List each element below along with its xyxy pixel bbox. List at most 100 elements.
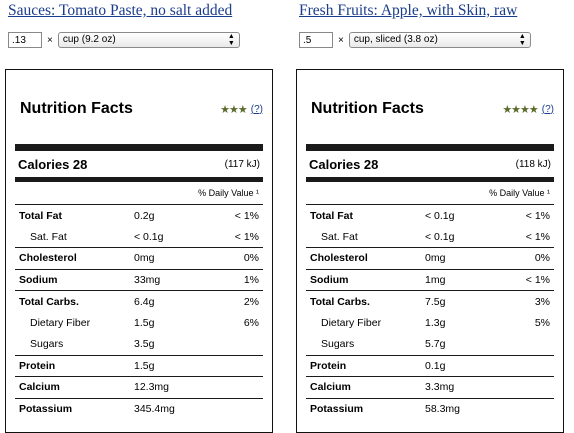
nutrient-row-total-carbs: Total Carbs. 7.5g 3% (306, 291, 554, 313)
nutrient-name: Calcium (19, 381, 60, 394)
rating-help-link[interactable]: (?) (250, 103, 263, 115)
nutrient-name: Cholesterol (310, 252, 368, 265)
nutrient-amount: 1.5g (134, 359, 155, 372)
nutrient-row-sodium: Sodium 1mg < 1% (306, 270, 554, 291)
food-panel-apple: Fresh Fruits: Apple, with Skin, raw .5 ×… (296, 0, 574, 433)
food-title-link[interactable]: Sauces: Tomato Paste, no salt added (8, 2, 233, 19)
nutrient-name: Potassium (19, 403, 73, 416)
nutrient-name: Potassium (310, 403, 364, 416)
nutrient-row-total-fat: Total Fat 0.2g < 1% (15, 205, 263, 227)
nutrient-name: Sodium (19, 273, 58, 286)
nutrient-amount: 5.7g (425, 338, 446, 351)
nutrient-amount: 12.3mg (134, 381, 170, 394)
rating: ★★★ (?) (220, 103, 263, 116)
nutrient-name: Total Fat (19, 209, 62, 222)
nutrition-facts-title: Nutrition Facts (20, 100, 133, 117)
serving-size-select[interactable]: cup (9.2 oz) ▲ ▼ (57, 32, 240, 48)
nutrient-amount: 3.3mg (425, 381, 455, 394)
nutrient-row-calcium: Calcium 3.3mg (306, 377, 554, 399)
select-arrows-icon: ▲ ▼ (227, 33, 235, 47)
nutrient-row-sugars: Sugars 5.7g (306, 334, 554, 356)
nutrient-amount: 6.4g (134, 295, 155, 308)
serving-size-value: cup (9.2 oz) (62, 34, 116, 45)
nutrient-amount: 1.5g (134, 317, 155, 330)
nutrient-dv: 3% (534, 295, 550, 308)
nutrient-row-sugars: Sugars 3.5g (15, 334, 263, 356)
nutrient-name: Protein (19, 359, 56, 372)
nutrient-row-dietary-fiber: Dietary Fiber 1.5g 6% (15, 313, 263, 335)
nutrient-row-protein: Protein 1.5g (15, 356, 263, 377)
rating: ★★★★ (?) (502, 103, 554, 116)
nutrient-amount: 33mg (134, 273, 161, 286)
quantity-input[interactable]: .13 (8, 32, 42, 48)
nutrient-dv: < 1% (525, 209, 550, 222)
nutrient-row-sat-fat: Sat. Fat < 0.1g < 1% (15, 227, 263, 248)
divider-thick (306, 144, 554, 151)
nutrient-amount: 0.1g (425, 359, 446, 372)
nutrient-name: Total Carbs. (310, 295, 370, 308)
nutrition-header: Nutrition Facts ★★★ (?) (15, 70, 263, 144)
nutrient-name: Sugars (321, 338, 355, 351)
nutrient-row-dietary-fiber: Dietary Fiber 1.3g 5% (306, 313, 554, 335)
nutrient-name: Dietary Fiber (321, 317, 382, 330)
food-panel-tomato-paste: Sauces: Tomato Paste, no salt added .13 … (5, 0, 283, 433)
select-arrows-icon: ▲ ▼ (518, 33, 526, 47)
nutrient-dv: 1% (243, 273, 259, 286)
nutrient-amount: 58.3mg (425, 403, 461, 416)
nutrient-name: Protein (310, 359, 347, 372)
nutrient-dv: 5% (534, 317, 550, 330)
nutrient-amount: < 0.1g (425, 209, 455, 222)
nutrient-dv: < 1% (234, 209, 259, 222)
nutrient-row-sat-fat: Sat. Fat < 0.1g < 1% (306, 227, 554, 248)
nutrient-name: Sugars (30, 338, 64, 351)
nutrient-row-total-carbs: Total Carbs. 6.4g 2% (15, 291, 263, 313)
divider-thick (15, 144, 263, 151)
calories-label: Calories 28 (18, 156, 88, 172)
serving-controls: .5 × cup, sliced (3.8 oz) ▲ ▼ (299, 30, 574, 50)
nutrient-row-protein: Protein 0.1g (306, 356, 554, 377)
nutrient-row-potassium: Potassium 58.3mg (306, 399, 554, 421)
nutrient-amount: 3.5g (134, 338, 155, 351)
nutrient-row-potassium: Potassium 345.4mg (15, 399, 263, 421)
nutrition-facts-title: Nutrition Facts (311, 100, 424, 117)
nutrient-name: Dietary Fiber (30, 317, 91, 330)
nutrient-dv: 0% (243, 252, 259, 265)
star-rating-icon: ★★★★ (502, 103, 538, 116)
nutrient-row-cholesterol: Cholesterol 0mg 0% (15, 248, 263, 270)
nutrient-amount: 0.2g (134, 209, 155, 222)
serving-size-select[interactable]: cup, sliced (3.8 oz) ▲ ▼ (348, 32, 531, 48)
nutrient-amount: 7.5g (425, 295, 446, 308)
nutrition-label: Nutrition Facts ★★★ (?) Calories 28 (117… (5, 69, 273, 433)
quantity-input[interactable]: .5 (299, 32, 333, 48)
calories-row: Calories 28 (117 kJ) (15, 151, 263, 182)
rating-help-link[interactable]: (?) (541, 103, 554, 115)
times-sign: × (338, 34, 344, 46)
nutrient-name: Sat. Fat (321, 230, 358, 243)
calories-label: Calories 28 (309, 156, 379, 172)
nutrient-name: Calcium (310, 381, 351, 394)
nutrient-list: Total Fat < 0.1g < 1% Sat. Fat < 0.1g < … (306, 205, 554, 420)
calories-row: Calories 28 (118 kJ) (306, 151, 554, 182)
nutrient-list: Total Fat 0.2g < 1% Sat. Fat < 0.1g < 1%… (15, 205, 263, 420)
nutrient-name: Sat. Fat (30, 230, 67, 243)
nutrient-name: Total Fat (310, 209, 353, 222)
nutrient-row-total-fat: Total Fat < 0.1g < 1% (306, 205, 554, 227)
nutrient-dv: 6% (243, 317, 259, 330)
nutrient-amount: < 0.1g (134, 230, 164, 243)
nutrient-name: Sodium (310, 273, 349, 286)
daily-value-header: % Daily Value ¹ (15, 182, 263, 205)
nutrient-dv: < 1% (525, 273, 550, 286)
star-rating-icon: ★★★ (220, 103, 248, 116)
nutrient-amount: 1.3g (425, 317, 446, 330)
nutrition-label: Nutrition Facts ★★★★ (?) Calories 28 (11… (296, 69, 564, 433)
nutrient-amount: 345.4mg (134, 403, 175, 416)
nutrient-amount: 0mg (134, 252, 155, 265)
nutrient-dv: 2% (243, 295, 259, 308)
nutrient-name: Cholesterol (19, 252, 77, 265)
nutrient-dv: < 1% (234, 230, 259, 243)
nutrition-header: Nutrition Facts ★★★★ (?) (306, 70, 554, 144)
times-sign: × (47, 34, 53, 46)
food-title-link[interactable]: Fresh Fruits: Apple, with Skin, raw (299, 2, 518, 19)
nutrient-row-calcium: Calcium 12.3mg (15, 377, 263, 399)
serving-size-value: cup, sliced (3.8 oz) (353, 34, 438, 45)
